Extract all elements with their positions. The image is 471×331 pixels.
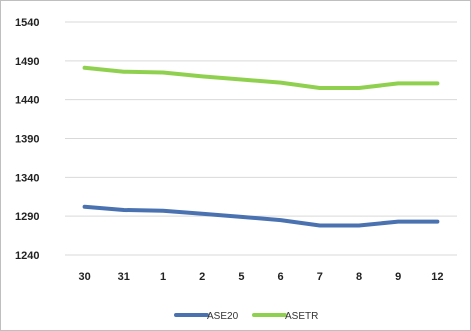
y-tick-label: 1490 xyxy=(15,56,39,68)
y-tick-label: 1240 xyxy=(15,250,39,262)
y-tick-label: 1540 xyxy=(15,17,39,29)
grid-layer xyxy=(65,21,457,256)
x-tick-label: 9 xyxy=(395,271,401,283)
x-tick-label: 12 xyxy=(431,271,443,283)
x-tick-label: 30 xyxy=(78,271,90,283)
x-tick-label: 6 xyxy=(278,271,284,283)
series-line-ase20 xyxy=(82,204,440,228)
y-tick-label: 1390 xyxy=(15,134,39,146)
x-tick-label: 7 xyxy=(317,271,323,283)
y-tick-label: 1290 xyxy=(15,211,39,223)
series-line-asetr xyxy=(82,65,440,90)
x-tick-label: 31 xyxy=(118,271,130,283)
legend-label-ase20: ASE20 xyxy=(207,311,239,322)
legend: ASE20 ASETR xyxy=(174,311,318,322)
x-axis-ticks: 30 31 1 2 5 6 7 8 9 12 xyxy=(78,271,443,283)
x-tick-label: 5 xyxy=(238,271,244,283)
x-tick-label: 8 xyxy=(356,271,362,283)
x-tick-label: 1 xyxy=(160,271,166,283)
legend-label-asetr: ASETR xyxy=(285,311,318,322)
y-tick-label: 1440 xyxy=(15,95,39,107)
y-axis-ticks: 1540 1490 1440 1390 1340 1290 1240 xyxy=(15,17,39,262)
y-tick-label: 1340 xyxy=(15,172,39,184)
series-layer xyxy=(82,65,440,228)
x-tick-label: 2 xyxy=(199,271,205,283)
